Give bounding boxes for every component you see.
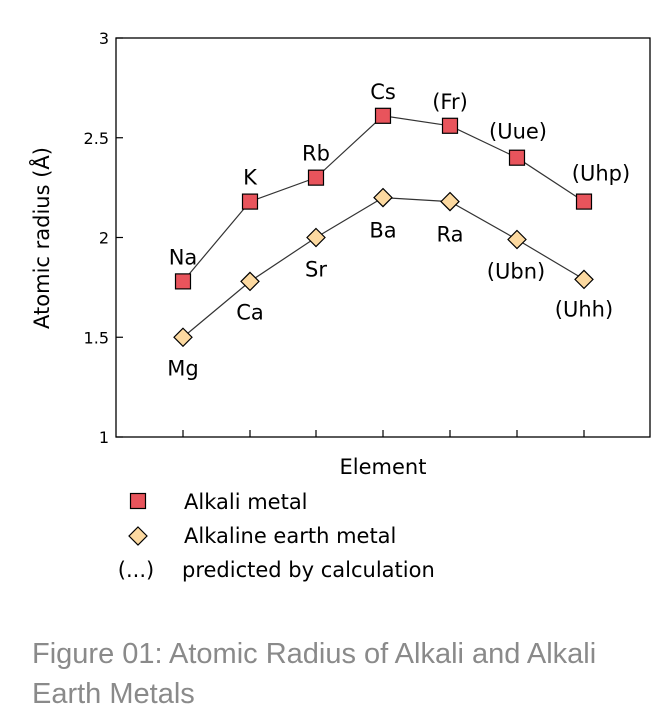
point-label: (Uue) xyxy=(489,120,547,144)
data-point-square xyxy=(307,169,325,186)
data-point-square xyxy=(174,273,192,290)
point-label: K xyxy=(243,166,258,190)
legend-note-text: predicted by calculation xyxy=(182,558,435,582)
data-point-diamond xyxy=(240,271,260,292)
point-label: Ra xyxy=(437,223,464,247)
x-axis-label: Element xyxy=(340,455,427,479)
point-label: (Fr) xyxy=(432,90,468,114)
data-point-diamond xyxy=(440,191,460,212)
data-point-square xyxy=(241,193,259,210)
chart-figure: 1 1.5 2 2.5 3 Element Atomic radius (Å) Na K Rb Cs… xyxy=(28,29,651,582)
point-label: (Uhh) xyxy=(555,297,613,321)
point-label: (Ubn) xyxy=(487,259,545,283)
chart-svg: 1 1.5 2 2.5 3 Element Atomic radius (Å) Na K Rb Cs… xyxy=(28,29,651,582)
y-tick-label: 1.5 xyxy=(84,328,109,347)
legend-label-alkali: Alkali metal xyxy=(184,490,308,514)
point-label: Na xyxy=(169,245,198,269)
data-point-diamond xyxy=(306,227,326,248)
point-label: Cs xyxy=(370,80,396,104)
point-label: Sr xyxy=(305,258,327,282)
y-axis-label: Atomic radius (Å) xyxy=(28,147,54,329)
legend-marker-diamond xyxy=(128,526,148,546)
figure-caption: Figure 01: Atomic Radius of Alkali and A… xyxy=(32,638,597,710)
legend-note-symbol: (...) xyxy=(118,558,154,582)
y-tick-label: 2.5 xyxy=(84,129,109,148)
legend-marker-square xyxy=(129,492,147,510)
y-tick-label: 3 xyxy=(99,29,109,48)
point-label: Rb xyxy=(302,142,330,166)
data-point-square xyxy=(575,193,593,210)
data-point-diamond xyxy=(173,327,193,348)
point-label: Ba xyxy=(369,219,396,243)
data-point-diamond xyxy=(507,229,527,250)
point-label: (Uhp) xyxy=(572,162,630,186)
point-label: Ca xyxy=(236,300,264,324)
data-point-square xyxy=(374,107,392,124)
data-point-diamond xyxy=(373,187,393,208)
y-tick-label: 1 xyxy=(99,428,109,447)
point-label: Mg xyxy=(167,356,198,380)
data-point-diamond xyxy=(574,269,594,290)
data-point-square xyxy=(441,117,459,134)
data-point-square xyxy=(508,149,526,166)
y-tick-label: 2 xyxy=(99,229,109,248)
legend-label-alkaline-earth: Alkaline earth metal xyxy=(184,524,396,548)
